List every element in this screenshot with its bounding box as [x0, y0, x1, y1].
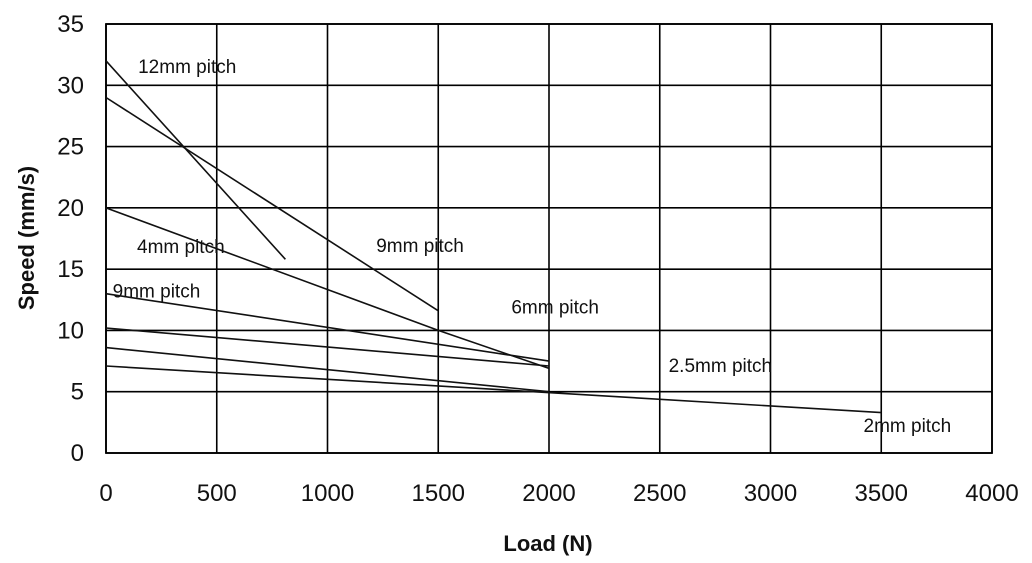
- x-tick-label: 4000: [965, 480, 1018, 507]
- series-line-12mm-pitch: [105, 60, 286, 260]
- grid: [105, 23, 993, 454]
- x-tick-label: 3500: [855, 480, 908, 507]
- series-label: 9mm pitch: [113, 281, 201, 302]
- y-tick-label: 0: [71, 440, 84, 467]
- y-tick-label: 5: [71, 379, 84, 406]
- x-axis-title: Load (N): [503, 531, 592, 556]
- y-tick-label: 25: [57, 134, 84, 161]
- x-tick-label: 0: [99, 480, 112, 507]
- x-tick-label: 1500: [412, 480, 465, 507]
- x-tick-label: 1000: [301, 480, 354, 507]
- x-tick-label: 500: [197, 480, 237, 507]
- series-line-9mm-pitch: [105, 96, 439, 312]
- y-tick-labels: 0 5 10 15 20 25 30 35: [57, 11, 84, 467]
- y-tick-label: 15: [57, 256, 84, 283]
- y-axis-title: Speed (mm/s): [14, 166, 39, 310]
- x-tick-labels: 0 500 1000 1500 2000 2500 3000 3500 4000: [99, 480, 1018, 507]
- series-label: 2mm pitch: [864, 416, 952, 437]
- series-lines: [105, 60, 882, 414]
- series-labels: 12mm pitch 4mm pitch 9mm pitch 9mm pitch 6mm…: [113, 57, 952, 437]
- series-label: 12mm pitch: [138, 57, 236, 78]
- y-tick-label: 35: [57, 11, 84, 38]
- y-tick-label: 30: [57, 72, 84, 99]
- series-label: 4mm pitch: [137, 237, 225, 258]
- x-tick-label: 3000: [744, 480, 797, 507]
- series-label: 2.5mm pitch: [669, 356, 772, 377]
- series-line-2mm-pitch: [105, 365, 882, 414]
- x-tick-label: 2500: [633, 480, 686, 507]
- series-line-3mm-pitch: [105, 327, 550, 367]
- x-tick-label: 2000: [522, 480, 575, 507]
- plot-frame: [105, 23, 993, 454]
- y-tick-label: 20: [57, 195, 84, 222]
- series-line-4mm-pitch: [105, 292, 550, 362]
- series-label: 9mm pitch: [376, 236, 464, 257]
- series-label: 6mm pitch: [511, 297, 599, 318]
- y-tick-label: 10: [57, 317, 84, 344]
- series-line-2-5mm-pitch: [105, 346, 550, 393]
